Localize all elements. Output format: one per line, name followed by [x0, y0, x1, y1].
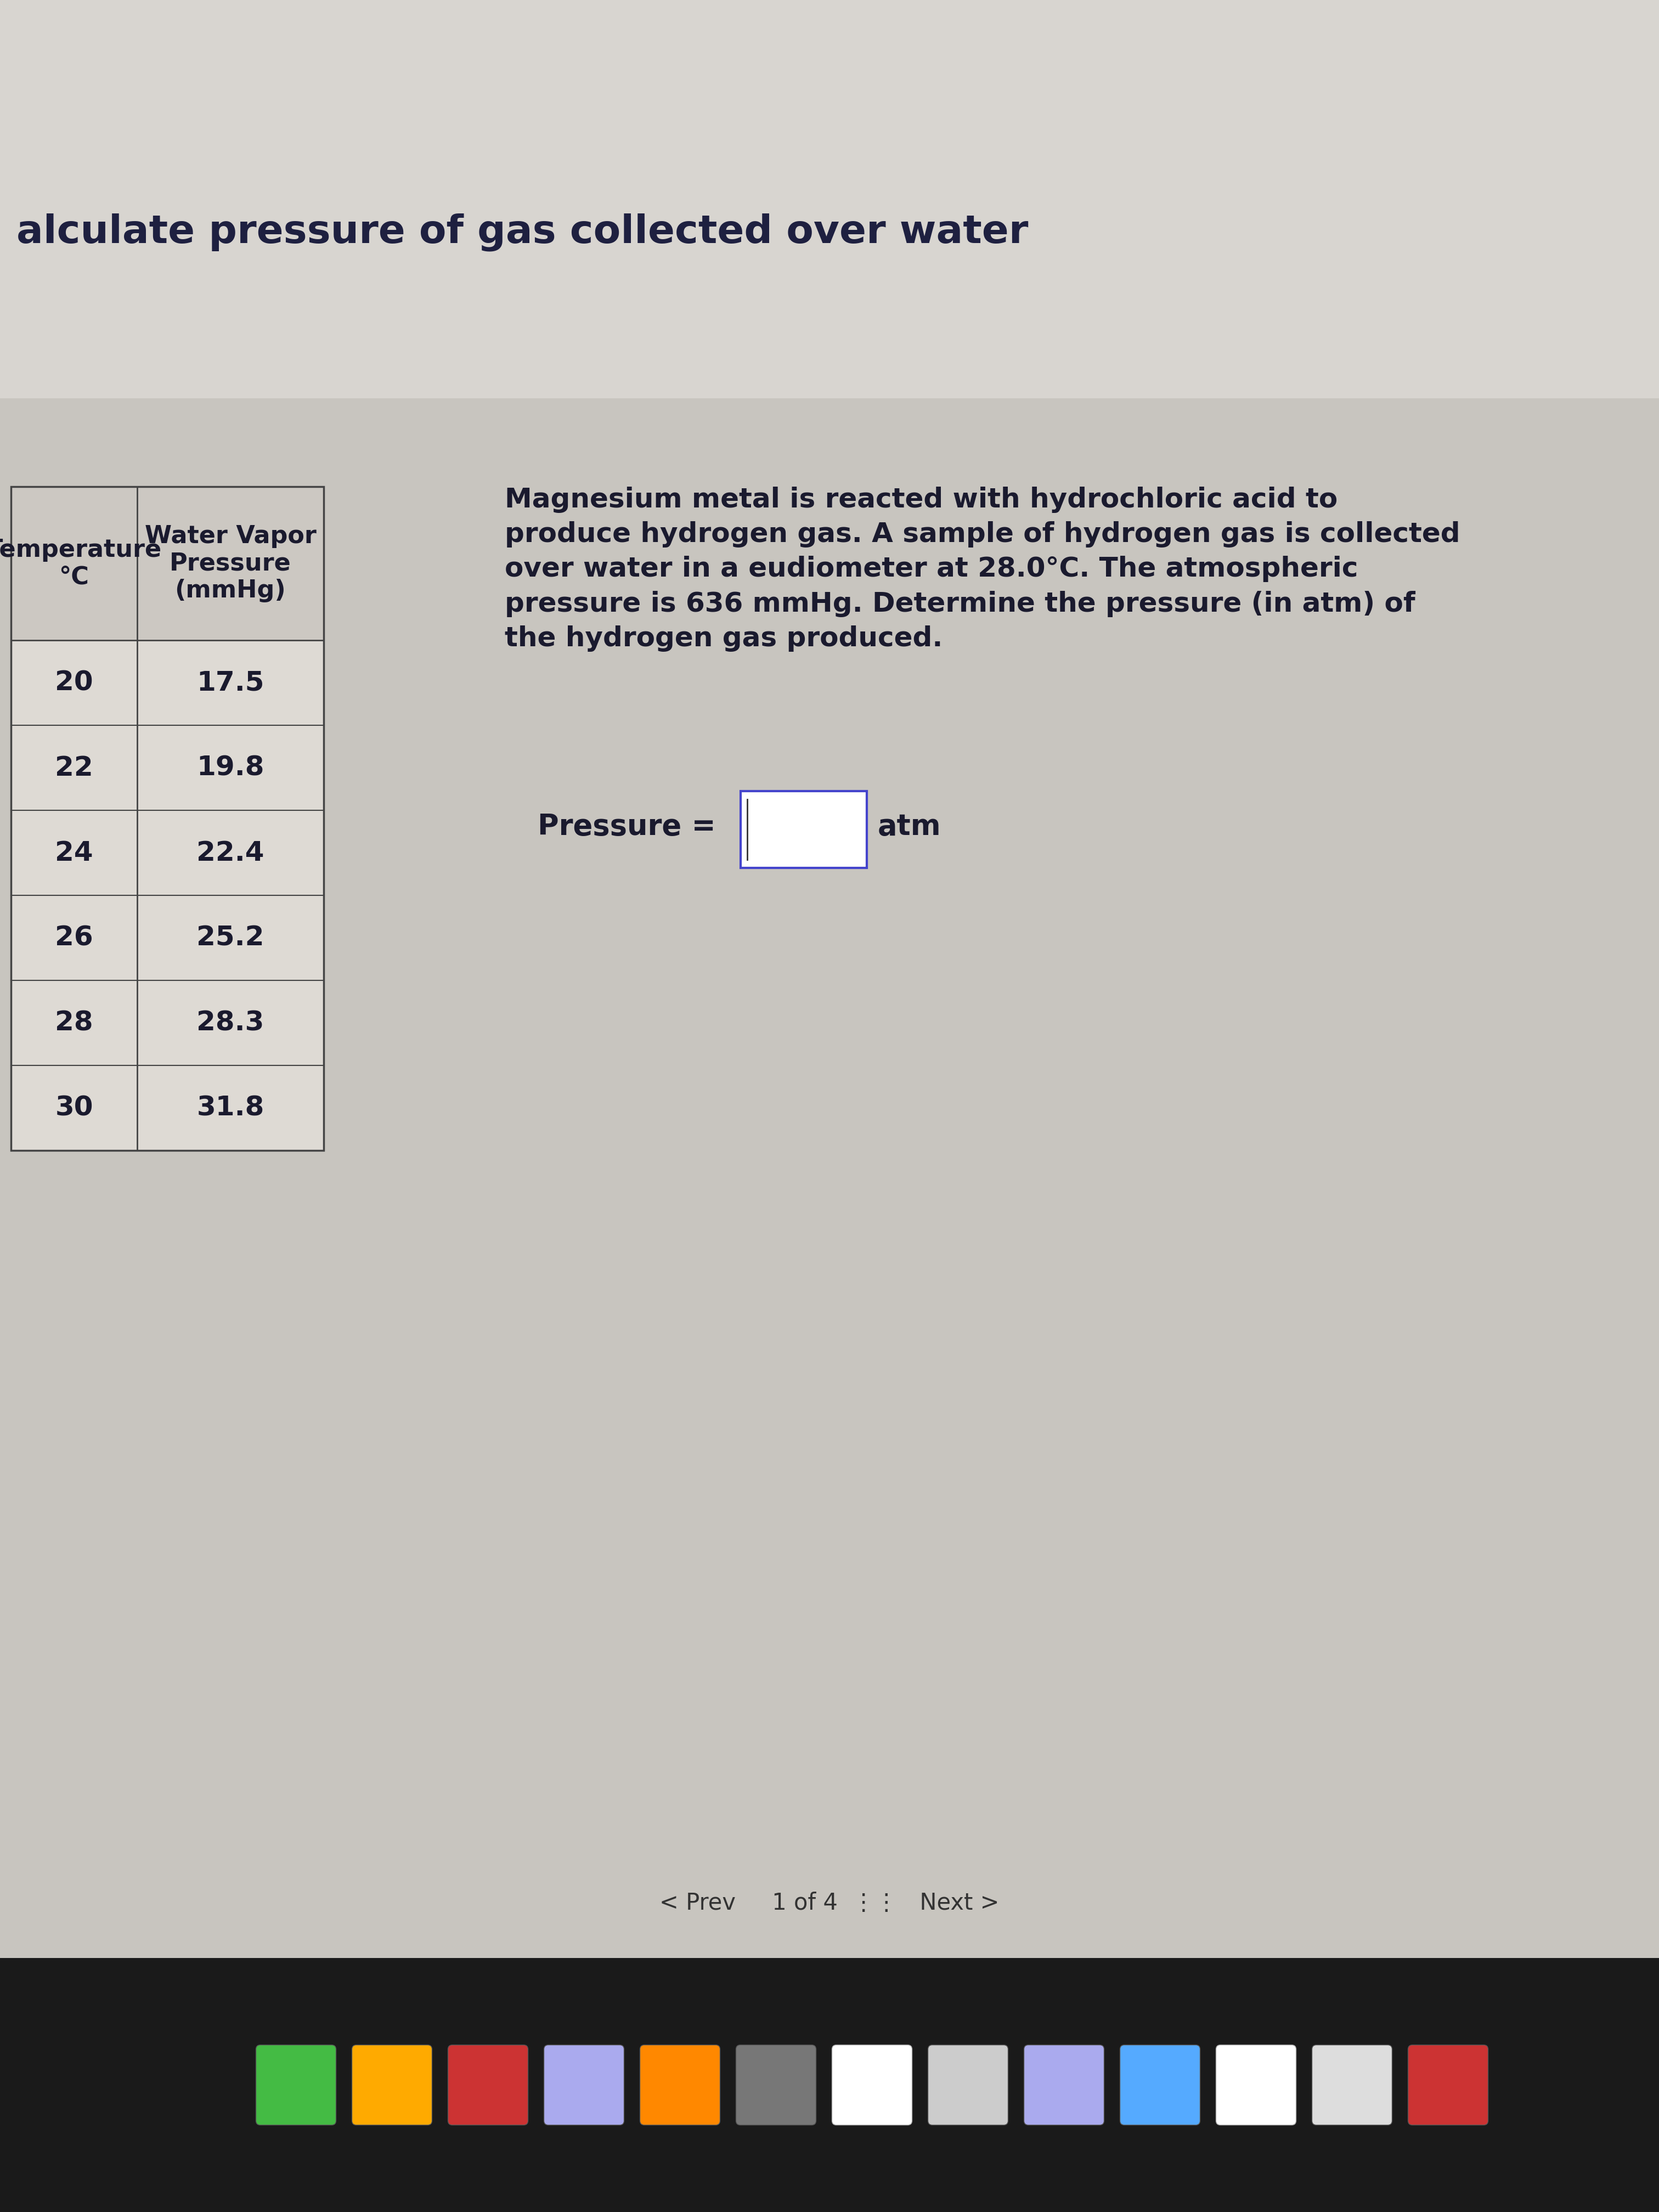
- FancyBboxPatch shape: [1216, 2044, 1296, 2126]
- Text: 20: 20: [55, 670, 93, 697]
- Text: 22: 22: [55, 754, 93, 781]
- Text: 19.8: 19.8: [196, 754, 264, 781]
- Bar: [0, 0, 1659, 398]
- FancyBboxPatch shape: [448, 2044, 528, 2126]
- Text: Pressure =: Pressure =: [538, 812, 715, 841]
- Text: atm: atm: [878, 812, 941, 841]
- FancyBboxPatch shape: [1024, 2044, 1105, 2126]
- FancyBboxPatch shape: [640, 2044, 720, 2126]
- FancyBboxPatch shape: [1408, 2044, 1488, 2126]
- Bar: [12, 487, 324, 1150]
- Text: 30: 30: [55, 1095, 93, 1121]
- Text: alculate pressure of gas collected over water: alculate pressure of gas collected over …: [17, 212, 1029, 252]
- FancyBboxPatch shape: [737, 2044, 816, 2126]
- FancyBboxPatch shape: [544, 2044, 624, 2126]
- FancyBboxPatch shape: [1120, 2044, 1199, 2126]
- Bar: [0, 0, 1659, 1958]
- FancyBboxPatch shape: [1312, 2044, 1392, 2126]
- Text: 31.8: 31.8: [196, 1095, 264, 1121]
- Bar: [12, 487, 324, 639]
- Text: Magnesium metal is reacted with hydrochloric acid to
produce hydrogen gas. A sam: Magnesium metal is reacted with hydrochl…: [504, 487, 1460, 653]
- FancyBboxPatch shape: [831, 2044, 912, 2126]
- Text: 26: 26: [55, 925, 93, 951]
- Text: Water Vapor
Pressure
(mmHg): Water Vapor Pressure (mmHg): [144, 524, 317, 602]
- Text: 17.5: 17.5: [196, 670, 264, 697]
- Text: 28: 28: [55, 1009, 93, 1035]
- Text: 25.2: 25.2: [196, 925, 264, 951]
- FancyBboxPatch shape: [352, 2044, 431, 2126]
- Text: < Prev     1 of 4  ⋮⋮   Next >: < Prev 1 of 4 ⋮⋮ Next >: [660, 1891, 999, 1916]
- FancyBboxPatch shape: [255, 2044, 337, 2126]
- Bar: [12, 487, 324, 1150]
- FancyBboxPatch shape: [927, 2044, 1009, 2126]
- Text: Temperature
°C: Temperature °C: [0, 538, 163, 588]
- Bar: [740, 792, 866, 867]
- Text: 22.4: 22.4: [196, 841, 264, 867]
- Text: 24: 24: [55, 841, 93, 867]
- Text: 28.3: 28.3: [196, 1009, 264, 1035]
- Bar: [0, 1958, 1659, 2212]
